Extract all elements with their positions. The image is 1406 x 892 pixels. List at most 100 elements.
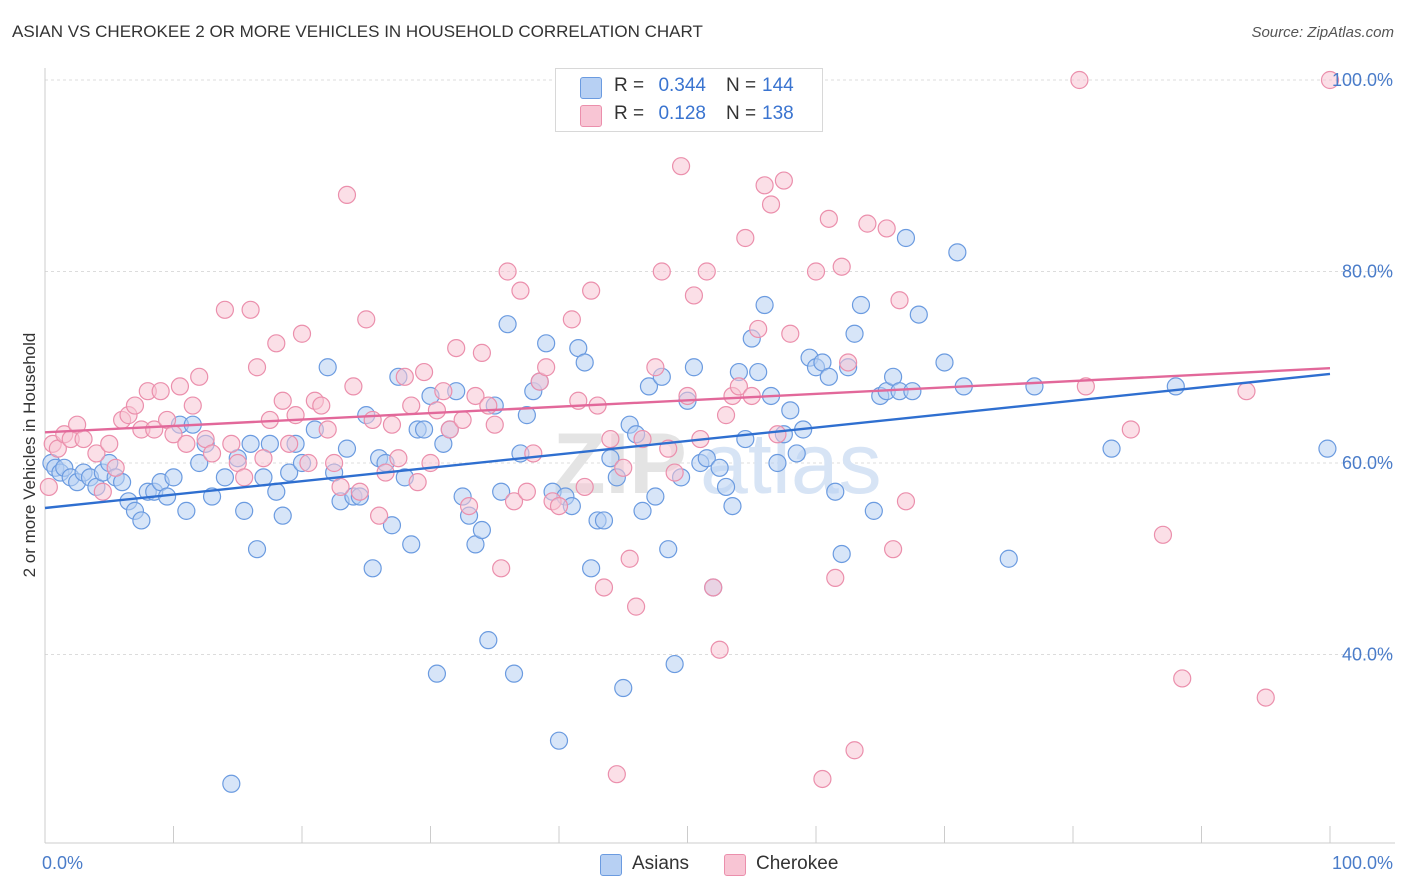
correlation-legend: R = 0.344 N = 144 R = 0.128 N = 138 xyxy=(555,68,823,132)
asian-point xyxy=(787,444,806,463)
cherokee-point xyxy=(594,578,614,597)
cherokee-point xyxy=(517,482,536,501)
cherokee-point xyxy=(215,300,234,319)
asian-point xyxy=(665,654,684,674)
cherokee-point xyxy=(325,453,344,473)
cherokee-point xyxy=(370,506,389,525)
cherokee-point xyxy=(768,425,787,444)
cherokee-point xyxy=(39,477,58,497)
legend-row-cherokee: R = 0.128 N = 138 xyxy=(556,101,822,129)
cherokee-point xyxy=(145,420,164,439)
asian-point xyxy=(935,353,954,372)
cherokee-point xyxy=(781,324,800,343)
cherokee-point xyxy=(562,310,581,329)
asian-point xyxy=(273,506,292,525)
asian-point xyxy=(864,501,883,520)
asian-point xyxy=(819,367,838,386)
asian-point xyxy=(659,540,678,559)
asian-point xyxy=(479,631,498,650)
cherokee-point xyxy=(382,415,402,434)
n-value: 144 xyxy=(762,75,794,96)
cherokee-point xyxy=(537,358,556,377)
cherokee-trend-line xyxy=(44,367,1331,434)
asian-point xyxy=(768,453,787,473)
cherokee-point xyxy=(427,401,447,420)
cherokee-point xyxy=(170,377,190,396)
asian-point xyxy=(215,468,234,487)
cherokee-point xyxy=(1237,382,1256,401)
cherokee-point xyxy=(626,597,646,616)
cherokee-point xyxy=(408,473,427,492)
cherokee-point xyxy=(318,420,337,439)
r-value: 0.128 xyxy=(658,103,706,124)
cherokee-point xyxy=(125,396,145,415)
y-tick-label: 60.0% xyxy=(1342,453,1393,473)
y-axis-label: 2 or more Vehicles in Household xyxy=(20,333,39,578)
cherokee-point xyxy=(890,291,909,310)
cherokee-point xyxy=(671,157,691,176)
cherokee-point xyxy=(614,458,633,477)
asian-point xyxy=(549,731,569,750)
asian-point xyxy=(363,559,382,578)
cherokee-point xyxy=(1320,70,1340,90)
cherokee-point xyxy=(280,434,299,453)
cherokee-point xyxy=(813,769,832,789)
asian-point xyxy=(427,664,447,683)
cherokee-point xyxy=(1173,669,1192,688)
asian-point xyxy=(582,559,601,578)
cherokee-point xyxy=(665,463,684,482)
trend-lines xyxy=(44,367,1331,510)
cherokee-point xyxy=(524,444,543,463)
asian-point xyxy=(267,482,286,501)
asian-point xyxy=(472,520,491,540)
asian-point xyxy=(723,496,742,516)
asian-point xyxy=(749,362,768,382)
cherokee-point xyxy=(1256,688,1275,707)
cherokee-swatch xyxy=(580,105,602,127)
asian-point xyxy=(845,324,864,343)
r-label: R = xyxy=(614,103,645,124)
cherokee-point xyxy=(414,362,434,382)
source-label: Source: ZipAtlas.com xyxy=(1251,24,1394,41)
asian-point xyxy=(1102,439,1121,458)
asian-point xyxy=(517,406,536,425)
r-value: 0.344 xyxy=(658,75,706,96)
legend-label: Cherokee xyxy=(756,853,839,874)
cherokee-point xyxy=(389,449,408,468)
cherokee-point xyxy=(697,262,716,281)
legend-row-asians: R = 0.344 N = 144 xyxy=(556,73,822,101)
cherokee-point xyxy=(1070,70,1089,90)
asian-point xyxy=(646,487,665,506)
cherokee-point xyxy=(453,410,472,430)
asian-point xyxy=(896,228,916,248)
cherokee-point xyxy=(337,185,357,204)
asian-point xyxy=(755,295,774,315)
grid-lines xyxy=(45,79,1395,655)
cherokee-point xyxy=(459,496,479,516)
cherokee-point xyxy=(190,367,209,386)
asian-point xyxy=(781,401,800,420)
cherokee-point xyxy=(729,377,749,396)
cherokee-point xyxy=(106,458,125,477)
asian-point xyxy=(710,458,729,477)
cherokee-point xyxy=(363,410,382,430)
asian-point xyxy=(414,420,434,439)
cherokee-point xyxy=(883,540,903,559)
asian-point xyxy=(832,544,851,564)
cherokee-point xyxy=(93,482,112,501)
tick-labels: 40.0% 60.0% 80.0% 100.0% 0.0% 100.0% xyxy=(42,70,1393,873)
asian-point xyxy=(639,377,659,396)
cherokee-point xyxy=(761,195,781,214)
cherokee-point xyxy=(402,396,421,415)
cherokee-point xyxy=(235,468,254,487)
cherokee-point xyxy=(312,396,331,415)
asian-point xyxy=(235,501,254,520)
cherokee-point xyxy=(549,496,569,516)
cherokee-point xyxy=(222,434,241,453)
cherokee-point xyxy=(466,386,485,406)
cherokee-point xyxy=(704,578,723,597)
asian-point xyxy=(318,358,337,377)
asian-point xyxy=(241,434,260,453)
cherokee-point xyxy=(896,492,916,511)
